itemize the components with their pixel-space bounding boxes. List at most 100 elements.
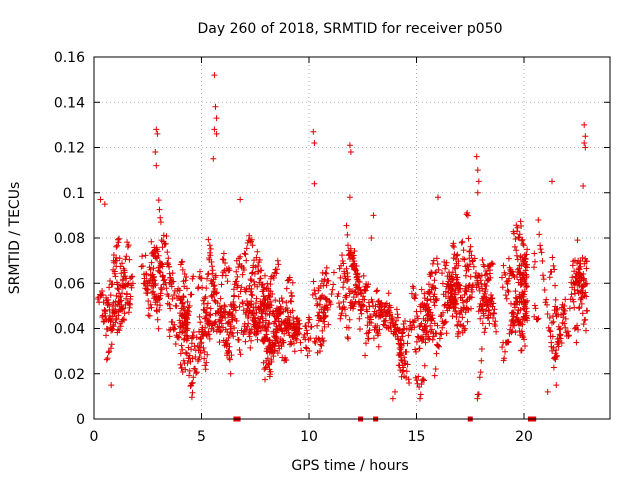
data-point xyxy=(288,289,295,296)
data-point xyxy=(483,268,489,274)
data-point xyxy=(337,274,344,281)
data-point xyxy=(351,266,358,273)
data-point xyxy=(439,280,446,287)
data-point xyxy=(125,242,132,249)
data-point xyxy=(266,319,273,326)
data-point xyxy=(266,373,273,380)
data-point xyxy=(242,251,249,258)
data-point xyxy=(553,313,560,320)
data-point xyxy=(290,321,297,328)
data-point xyxy=(167,305,174,312)
data-point xyxy=(321,323,328,330)
data-point xyxy=(179,266,186,273)
data-point xyxy=(162,240,169,247)
data-point xyxy=(459,314,466,321)
data-point xyxy=(252,321,259,328)
data-point xyxy=(462,325,469,332)
data-point xyxy=(477,277,484,284)
data-point xyxy=(246,333,253,340)
data-point xyxy=(171,292,177,298)
data-point xyxy=(171,321,178,328)
data-point xyxy=(356,298,362,305)
data-point xyxy=(186,302,193,309)
data-point xyxy=(150,288,157,295)
data-point xyxy=(283,324,290,331)
data-point xyxy=(246,285,252,292)
x-tick-label: 0 xyxy=(90,429,99,445)
data-point xyxy=(491,310,497,317)
chart-title: Day 260 of 2018, SRMTID for receiver p05… xyxy=(197,21,502,37)
data-point xyxy=(115,239,122,246)
data-point xyxy=(502,348,508,355)
data-point xyxy=(415,334,422,341)
data-point xyxy=(281,325,288,332)
data-point xyxy=(509,316,516,323)
data-point xyxy=(268,358,275,365)
data-point xyxy=(206,242,213,249)
data-point xyxy=(511,243,518,250)
data-point xyxy=(277,305,284,311)
data-point xyxy=(513,298,520,305)
data-point xyxy=(342,306,348,313)
data-point xyxy=(339,252,345,259)
data-point xyxy=(574,322,581,329)
data-point xyxy=(477,300,484,307)
data-point xyxy=(116,327,123,334)
data-point xyxy=(329,286,336,293)
data-point xyxy=(153,244,160,251)
data-point xyxy=(173,303,180,310)
data-point xyxy=(142,252,149,259)
data-point xyxy=(184,320,191,326)
data-point xyxy=(550,364,557,371)
data-point xyxy=(315,312,322,319)
data-point xyxy=(297,339,304,346)
data-point xyxy=(465,235,472,242)
data-point xyxy=(254,248,261,255)
data-point xyxy=(440,309,446,316)
data-point xyxy=(193,369,200,376)
data-point xyxy=(149,283,156,289)
data-point xyxy=(362,352,369,359)
data-point xyxy=(287,341,293,348)
data-point xyxy=(515,234,522,241)
data-point xyxy=(206,249,213,256)
data-point xyxy=(569,274,576,281)
y-axis-label: SRMTID / TECUs xyxy=(7,182,23,295)
data-point xyxy=(486,307,493,314)
data-point xyxy=(186,372,193,379)
data-point xyxy=(245,301,252,308)
data-point xyxy=(238,284,245,291)
data-point xyxy=(161,276,168,283)
data-point xyxy=(262,310,269,317)
data-point xyxy=(384,308,391,315)
y-tick-label: 0 xyxy=(76,412,85,428)
data-point xyxy=(220,269,227,276)
data-point xyxy=(581,140,588,146)
data-point xyxy=(126,300,133,307)
data-point xyxy=(248,277,255,284)
data-point xyxy=(364,314,371,321)
data-point xyxy=(412,292,419,298)
data-point xyxy=(512,329,519,336)
data-point xyxy=(325,321,332,328)
data-point xyxy=(192,365,199,372)
data-point xyxy=(107,278,113,284)
data-point xyxy=(566,332,572,339)
data-point xyxy=(580,321,587,328)
data-point xyxy=(535,315,542,322)
data-point xyxy=(420,336,427,343)
data-point xyxy=(492,323,499,329)
data-point xyxy=(152,149,159,155)
data-point xyxy=(204,304,210,311)
data-point xyxy=(210,291,217,298)
data-point xyxy=(464,262,471,269)
data-point xyxy=(286,320,293,327)
data-point xyxy=(207,305,214,312)
data-point xyxy=(532,258,538,265)
data-point xyxy=(262,376,268,383)
data-point xyxy=(322,313,329,320)
data-point xyxy=(464,209,471,216)
data-point xyxy=(478,346,485,352)
data-point xyxy=(578,300,585,307)
data-point xyxy=(249,269,256,276)
